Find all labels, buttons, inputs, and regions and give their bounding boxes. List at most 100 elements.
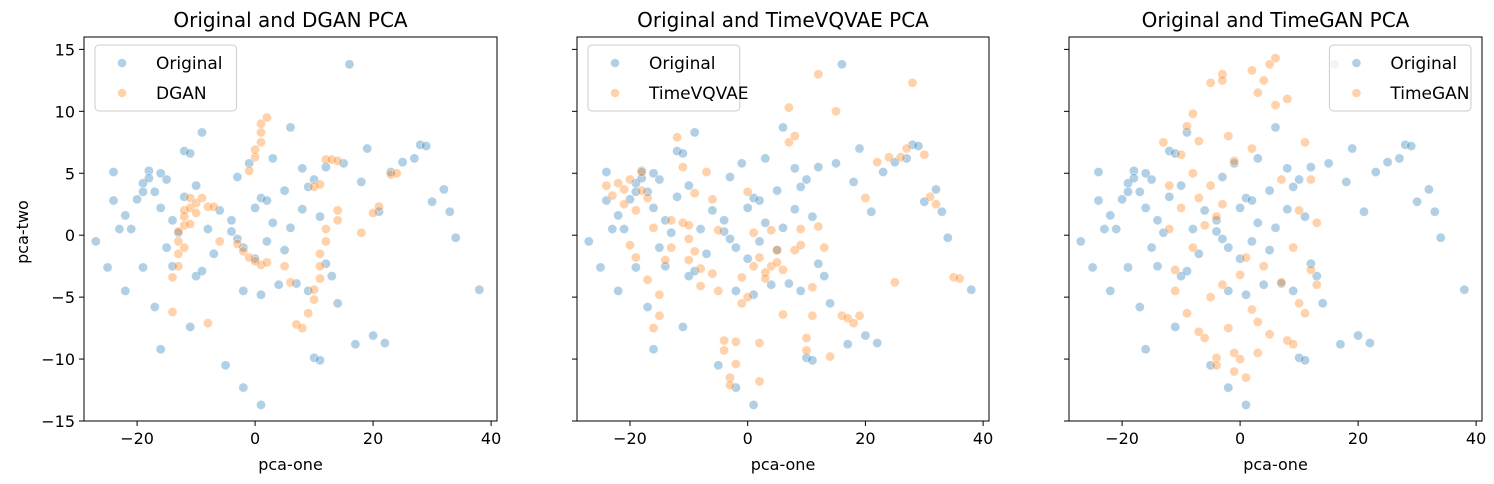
data-point xyxy=(1359,206,1369,217)
data-point xyxy=(807,211,818,222)
data-point xyxy=(1199,220,1210,231)
data-point xyxy=(725,380,735,390)
data-point xyxy=(256,289,266,300)
data-point xyxy=(149,302,160,312)
data-point xyxy=(707,194,718,205)
data-point xyxy=(1365,338,1375,348)
legend-label: TimeGAN xyxy=(1389,84,1469,104)
x-tick-label: −20 xyxy=(1105,429,1139,448)
data-point xyxy=(1164,146,1175,156)
data-point xyxy=(409,153,420,164)
data-point xyxy=(672,191,682,202)
data-point xyxy=(1270,53,1281,63)
data-point xyxy=(642,274,653,285)
data-point xyxy=(1270,122,1281,133)
data-point xyxy=(261,257,272,268)
data-point xyxy=(1235,202,1245,213)
data-point xyxy=(320,154,331,165)
data-point xyxy=(138,262,148,273)
data-point xyxy=(226,215,237,226)
data-point xyxy=(1223,382,1234,393)
data-point xyxy=(297,204,308,215)
data-point xyxy=(1176,149,1186,160)
data-point xyxy=(1406,141,1417,151)
plot-frame xyxy=(1068,36,1483,422)
series-original xyxy=(1075,59,1470,410)
data-point xyxy=(907,77,918,88)
data-point xyxy=(167,307,178,317)
data-point xyxy=(326,154,337,165)
data-point xyxy=(660,255,671,265)
data-point xyxy=(309,284,319,295)
data-point xyxy=(368,207,378,218)
data-point xyxy=(695,224,706,234)
data-point xyxy=(474,284,485,295)
data-point xyxy=(878,167,888,177)
legend-label: Original xyxy=(1390,54,1457,74)
data-point xyxy=(1105,210,1116,221)
data-point xyxy=(648,168,659,179)
data-point xyxy=(1288,285,1299,296)
data-point xyxy=(320,258,331,269)
data-point xyxy=(315,355,325,366)
data-point xyxy=(1134,186,1145,197)
data-point xyxy=(191,207,201,218)
data-point xyxy=(1341,176,1352,187)
data-point xyxy=(362,143,373,154)
data-point xyxy=(613,285,624,296)
y-tick-label: 10 xyxy=(55,102,75,121)
data-point xyxy=(332,298,343,309)
data-point xyxy=(748,399,759,410)
data-point xyxy=(778,222,788,233)
data-point xyxy=(1193,193,1204,203)
data-point xyxy=(1205,180,1216,191)
data-point xyxy=(303,308,314,319)
data-point xyxy=(1211,215,1222,226)
data-point xyxy=(202,201,213,212)
data-point xyxy=(813,69,824,80)
data-point xyxy=(689,188,700,198)
data-point xyxy=(654,310,665,321)
data-point xyxy=(666,215,677,226)
data-point xyxy=(625,240,635,250)
data-point xyxy=(583,236,594,247)
chart-title: Original and TimeGAN PCA xyxy=(1142,8,1410,32)
data-point xyxy=(1247,304,1257,315)
data-point xyxy=(731,285,741,296)
legend-marker-original xyxy=(1351,58,1362,68)
data-point xyxy=(1306,264,1316,275)
data-point xyxy=(613,210,624,221)
legend-box xyxy=(1328,44,1472,112)
data-point xyxy=(1211,226,1222,237)
data-point xyxy=(1235,354,1245,364)
data-point xyxy=(114,224,125,234)
chart-title: Original and DGAN PCA xyxy=(173,8,408,32)
legend: Original DGAN xyxy=(94,44,238,112)
data-point xyxy=(256,259,266,270)
legend-box xyxy=(587,44,741,112)
data-point xyxy=(1282,335,1293,346)
data-point xyxy=(1176,180,1186,191)
data-point xyxy=(1170,264,1181,275)
data-point xyxy=(1193,326,1204,337)
data-point xyxy=(731,242,741,253)
data-point xyxy=(719,215,729,226)
data-point xyxy=(813,162,824,172)
data-point xyxy=(825,351,835,362)
data-point xyxy=(1282,204,1293,215)
data-point xyxy=(1400,139,1411,150)
data-point xyxy=(1105,285,1116,296)
data-point xyxy=(368,330,378,341)
data-point xyxy=(795,224,806,234)
data-point xyxy=(1170,285,1181,296)
data-point xyxy=(1294,352,1304,363)
data-point xyxy=(1394,153,1405,164)
data-point xyxy=(1188,168,1198,179)
data-point xyxy=(197,266,207,276)
data-point xyxy=(120,285,131,296)
data-point xyxy=(1276,277,1287,288)
data-point xyxy=(261,236,272,247)
data-point xyxy=(320,162,331,172)
data-point xyxy=(309,181,319,192)
